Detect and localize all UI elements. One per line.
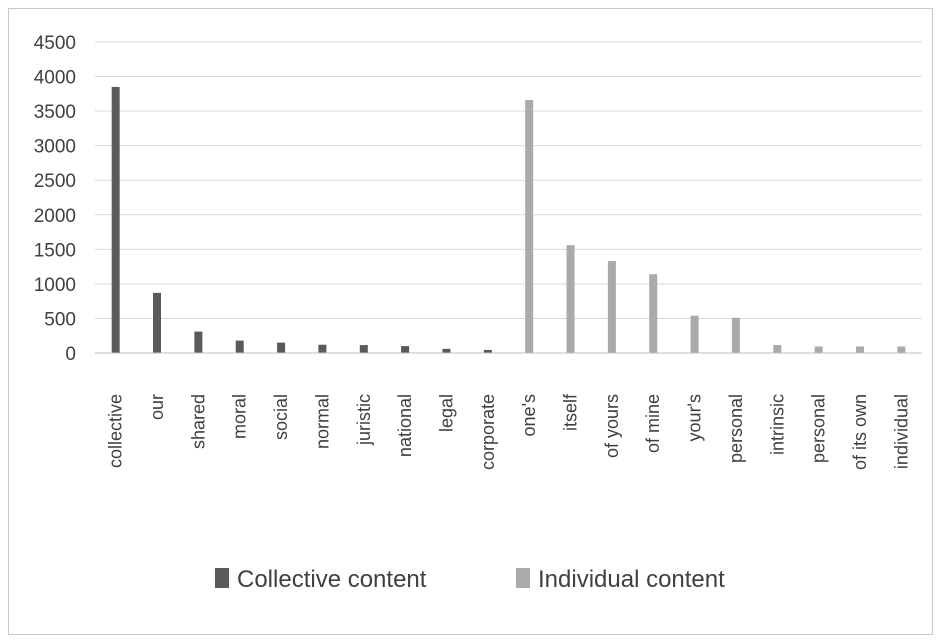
y-tick-label: 2500 (34, 171, 76, 192)
y-tick-label: 4500 (34, 33, 76, 54)
y-axis-ticks: 0 500 1000 1500 2000 2500 3000 3500 4000 4500 (34, 33, 76, 365)
x-category-label: collective (106, 394, 126, 468)
x-category-label: one's (519, 394, 539, 436)
bar-individual (525, 100, 534, 353)
bars (111, 86, 906, 353)
y-tick-label: 4000 (34, 68, 76, 89)
x-category-label: intrinsic (767, 394, 787, 455)
x-category-label: legal (436, 394, 456, 432)
y-tick-label: 2000 (34, 206, 76, 227)
y-tick-label: 0 (65, 344, 76, 365)
x-category-label: corporate (478, 394, 498, 470)
bar-individual (690, 315, 699, 353)
x-category-label: moral (230, 394, 250, 439)
y-tick-label: 3500 (34, 102, 76, 123)
x-category-label: itself (561, 393, 581, 431)
bar-collective (401, 346, 410, 353)
x-category-label: individual (891, 394, 911, 469)
y-tick-label: 1500 (34, 240, 76, 261)
x-category-label: of mine (643, 394, 663, 453)
x-category-label: our (147, 394, 167, 420)
x-category-label: personal (809, 394, 829, 463)
bar-individual (814, 346, 823, 353)
y-tick-label: 3000 (34, 137, 76, 158)
bar-individual (897, 346, 906, 353)
bar-collective (235, 340, 244, 353)
x-category-label: national (395, 394, 415, 457)
bar-individual (607, 261, 616, 353)
bar-collective (318, 344, 327, 353)
x-category-label: personal (726, 394, 746, 463)
legend-label: Individual content (538, 566, 725, 593)
x-category-label: of yours (602, 394, 622, 458)
chart-frame (8, 8, 933, 635)
x-axis-labels: collective our shared moral social normal juri… (106, 393, 912, 470)
x-category-label: social (271, 394, 291, 440)
bar-individual (731, 317, 740, 353)
y-tick-label: 1000 (34, 275, 76, 296)
x-category-label: your's (685, 394, 705, 441)
legend: Collective content Individual content (215, 566, 725, 593)
legend-label: Collective content (237, 566, 427, 593)
bar-collective (277, 342, 286, 353)
x-category-label: juristic (354, 394, 374, 446)
x-category-label: shared (188, 394, 208, 449)
bar-individual (566, 245, 575, 353)
bar-individual (855, 346, 864, 353)
bar-individual (649, 274, 658, 353)
x-category-label: normal (312, 394, 332, 449)
bar-individual (773, 345, 782, 353)
bar-collective (483, 349, 492, 353)
legend-swatch (516, 568, 530, 588)
y-tick-label: 500 (44, 309, 76, 330)
bar-collective (359, 345, 368, 353)
bar-collective (153, 292, 162, 353)
legend-swatch (215, 568, 229, 588)
gridlines (95, 41, 922, 319)
bar-collective (442, 348, 451, 353)
bar-collective (111, 86, 120, 353)
bar-collective (194, 331, 203, 353)
x-category-label: of its own (850, 394, 870, 470)
